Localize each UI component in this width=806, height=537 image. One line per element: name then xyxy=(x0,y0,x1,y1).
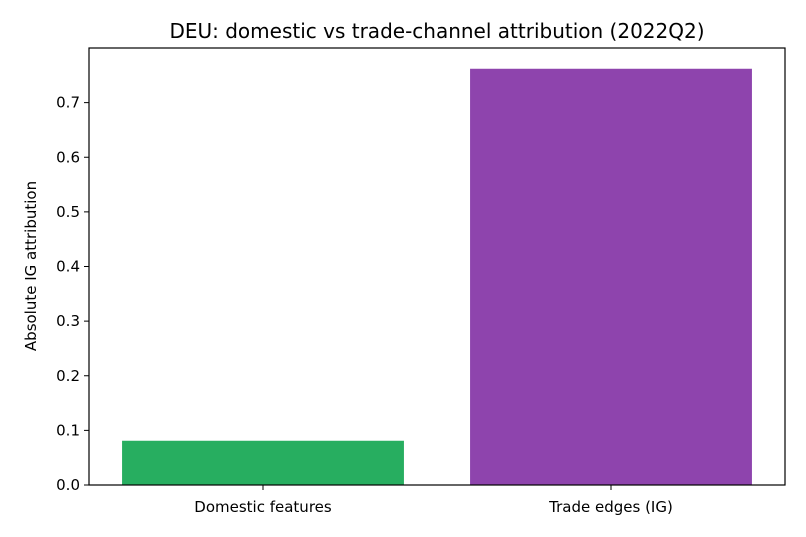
y-axis-label: Absolute IG attribution xyxy=(22,181,40,351)
x-ticks-group: Domestic features Trade edges (IG) xyxy=(194,485,673,516)
y-tick-label: 0.6 xyxy=(56,148,80,166)
y-tick-label: 0.0 xyxy=(56,476,80,494)
y-tick-label: 0.5 xyxy=(56,203,80,221)
bar-0 xyxy=(122,440,404,485)
bars-group xyxy=(122,68,752,485)
y-tick-label: 0.3 xyxy=(56,312,80,330)
x-tick-label: Trade edges (IG) xyxy=(548,498,673,516)
y-tick-label: 0.7 xyxy=(56,94,80,112)
y-ticks-group: 0.0 0.1 0.2 0.3 0.4 0.5 0.6 0.7 xyxy=(56,94,89,494)
bar-1 xyxy=(470,68,752,485)
y-tick-label: 0.4 xyxy=(56,258,80,276)
y-tick-label: 0.1 xyxy=(56,421,80,439)
y-tick-label: 0.2 xyxy=(56,367,80,385)
axes-frame xyxy=(88,47,786,486)
x-tick-label: Domestic features xyxy=(194,498,332,516)
chart-title: DEU: domestic vs trade-channel attributi… xyxy=(169,19,704,43)
